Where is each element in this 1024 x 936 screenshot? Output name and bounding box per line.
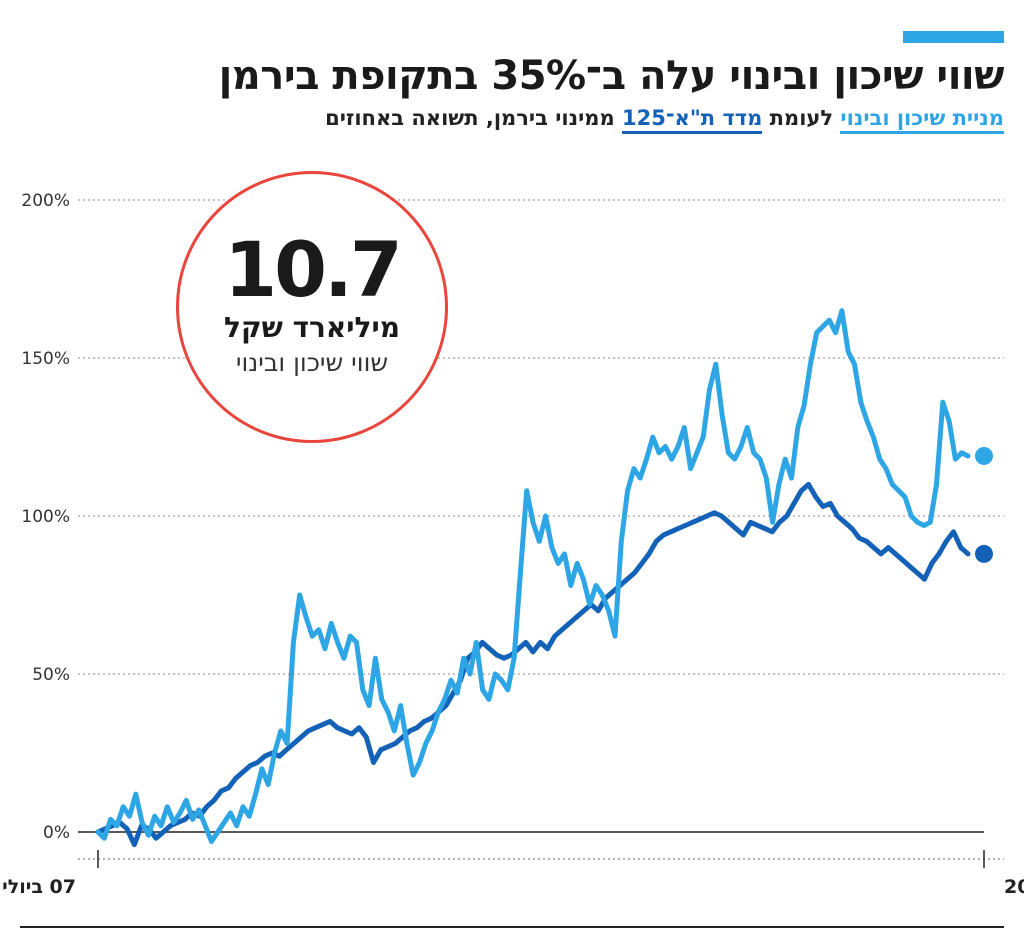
x-start-label: 07 ביולי 2024 bbox=[0, 876, 76, 898]
series-end-marker-1 bbox=[975, 446, 993, 465]
subtitle-connector: לעומת bbox=[762, 106, 841, 130]
callout-description: שווי שיכון ובינוי bbox=[235, 348, 389, 377]
chart-title: שווי שיכון ובינוי עלה ב־35% בתקופת בירמן bbox=[218, 53, 1005, 99]
series-line-2 bbox=[95, 481, 971, 848]
bottom-rule bbox=[20, 926, 1004, 928]
callout-value: 10.7 bbox=[224, 225, 403, 314]
accent-bar bbox=[903, 31, 1004, 43]
y-tick-label: 200% bbox=[21, 191, 70, 211]
y-tick-label: 100% bbox=[21, 507, 70, 527]
y-tick-label: 0% bbox=[43, 823, 70, 843]
legend-series-1: מניית שיכון ובינוי bbox=[840, 106, 1004, 134]
subtitle-tail: ממינוי בירמן, תשואה באחוזים bbox=[325, 106, 622, 130]
y-tick-label: 150% bbox=[21, 349, 70, 369]
market-value-callout: 10.7 מיליארד שקל שווי שיכון ובינוי bbox=[176, 171, 448, 443]
y-tick-label: 50% bbox=[32, 665, 70, 685]
legend-series-2: מדד ת"א־125 bbox=[622, 106, 763, 134]
chart-subtitle: מניית שיכון ובינוי לעומת מדד ת"א־125 ממי… bbox=[325, 103, 1004, 134]
callout-unit: מיליארד שקל bbox=[224, 311, 400, 344]
series-end-marker-2 bbox=[975, 544, 993, 563]
x-end-label: 22 בספטמבר 2026 bbox=[1004, 876, 1024, 898]
series-line-1 bbox=[95, 308, 971, 844]
